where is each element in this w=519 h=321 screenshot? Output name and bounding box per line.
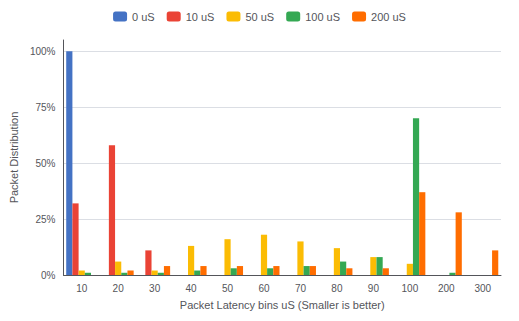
svg-text:300: 300	[474, 283, 491, 294]
svg-text:60: 60	[258, 283, 270, 294]
svg-text:0%: 0%	[41, 270, 56, 281]
svg-text:50%: 50%	[35, 158, 55, 169]
svg-text:100 uS: 100 uS	[305, 11, 340, 23]
svg-text:100%: 100%	[30, 46, 56, 57]
svg-text:70: 70	[295, 283, 307, 294]
svg-text:100: 100	[402, 283, 419, 294]
svg-text:25%: 25%	[35, 214, 55, 225]
svg-text:200 uS: 200 uS	[371, 11, 406, 23]
svg-text:30: 30	[149, 283, 161, 294]
svg-text:80: 80	[331, 283, 343, 294]
svg-text:40: 40	[186, 283, 198, 294]
svg-text:90: 90	[368, 283, 380, 294]
svg-text:Packet Latency bins uS (Smalle: Packet Latency bins uS (Smaller is bette…	[180, 299, 385, 311]
svg-text:Packet Distribution: Packet Distribution	[8, 112, 20, 204]
svg-text:10: 10	[76, 283, 88, 294]
svg-text:50: 50	[222, 283, 234, 294]
svg-text:20: 20	[113, 283, 125, 294]
svg-text:200: 200	[438, 283, 455, 294]
svg-text:75%: 75%	[35, 102, 55, 113]
svg-text:0 uS: 0 uS	[132, 11, 155, 23]
svg-text:10 uS: 10 uS	[186, 11, 215, 23]
svg-text:50 uS: 50 uS	[245, 11, 274, 23]
